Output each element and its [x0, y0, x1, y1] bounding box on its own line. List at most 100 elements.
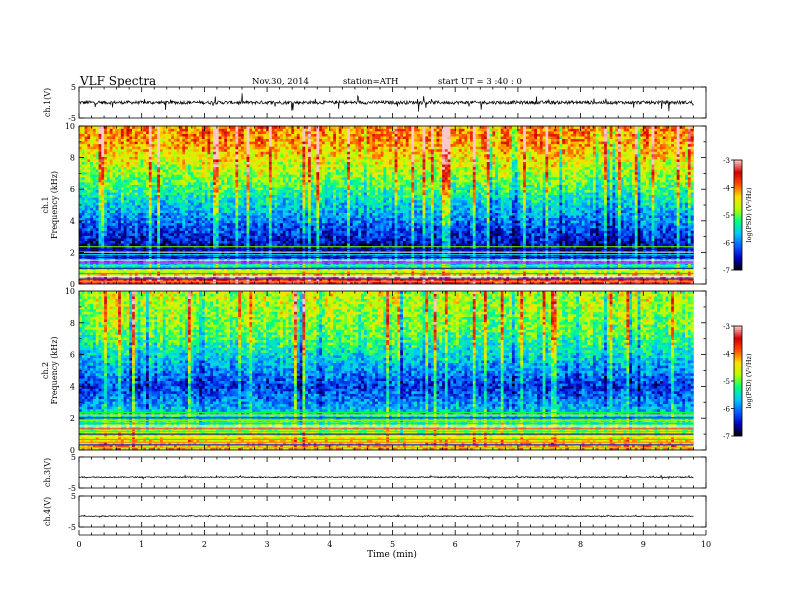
ch1-spectrogram-cell [110, 185, 113, 188]
ch1-spectrogram-cell [163, 243, 166, 246]
ch1-spectrogram-cell [266, 141, 269, 144]
ch1-spectrogram-cell [258, 197, 261, 200]
ch1-spectrogram-cell [87, 197, 90, 200]
ch1-spectrogram-cell [216, 220, 219, 223]
ch1-spectrogram-cell [249, 180, 252, 183]
ch1-spectrogram-cell [196, 218, 199, 221]
ch1-spectrogram-cell [115, 134, 118, 137]
ch1-spectrogram-cell [135, 215, 138, 218]
ch1-spectrogram-cell [291, 177, 294, 180]
ch1-spectrogram-cell [258, 238, 261, 241]
ch1-spectrogram-cell [163, 167, 166, 170]
ch1-spectrogram-cell [241, 215, 244, 218]
ch1-spectrogram-cell [283, 182, 286, 185]
ch1-spectrogram-cell [177, 243, 180, 246]
ch1-spectrogram-cell [118, 218, 121, 221]
ch1-spectrogram-cell [241, 149, 244, 152]
ch1-spectrogram-cell [249, 149, 252, 152]
ch1-spectrogram-cell [87, 174, 90, 177]
ch1-spectrogram-cell [121, 131, 124, 134]
ch1-spectrogram-cell [107, 154, 110, 157]
ch1-spectrogram-cell [291, 126, 294, 129]
ch1-spectrogram-cell [216, 134, 219, 137]
ch1-spectrogram-cell [216, 190, 219, 193]
ch1-spectrogram-cell [163, 238, 166, 241]
ch1-spectrogram-cell [87, 210, 90, 213]
ch1-spectrogram-cell [230, 177, 233, 180]
ch1-spectrogram-cell [138, 146, 141, 149]
ch1-spectrogram-cell [252, 225, 255, 228]
ch1-spectrogram-cell [288, 151, 291, 154]
ch1-spectrogram-cell [235, 197, 238, 200]
ch1-spectrogram-cell [107, 200, 110, 203]
ch1-spectrogram-cell [121, 220, 124, 223]
ch1-spectrogram-cell [85, 157, 88, 160]
ch1-spectrogram-cell [196, 167, 199, 170]
ch1-spectrogram-cell [82, 202, 85, 205]
ch1-spectrogram-cell [180, 167, 183, 170]
ch1-spectrogram-cell [191, 236, 194, 239]
ch1-spectrogram-cell [288, 134, 291, 137]
ch1-spectrogram-cell [210, 187, 213, 190]
ch1-spectrogram-cell [82, 230, 85, 233]
ch1-spectrogram-cell [182, 210, 185, 213]
ch1-spectrogram-cell [199, 192, 202, 195]
ch1-spectrogram-cell [149, 159, 152, 162]
ch1-spectrogram-cell [180, 151, 183, 154]
ch1-spectrogram-cell [266, 149, 269, 152]
ch1-spectrogram-cell [154, 238, 157, 241]
ch1-spectrogram-cell [107, 177, 110, 180]
ch1-spectrogram-cell [85, 195, 88, 198]
ch1-spectrogram-cell [283, 149, 286, 152]
ch1-spectrogram-cell [297, 241, 300, 244]
ch1-spectrogram-cell [238, 162, 241, 165]
ch1-spectrogram-cell [221, 230, 224, 233]
ch1-spectrogram-cell [244, 144, 247, 147]
ch1-spectrogram-cell [135, 202, 138, 205]
ch1-spectrogram-cell [249, 187, 252, 190]
ch1-spectrogram-cell [194, 215, 197, 218]
ch1-spectrogram-cell [241, 218, 244, 221]
ch1-spectrogram-cell [126, 177, 129, 180]
ch1-spectrogram-cell [233, 238, 236, 241]
ch1-spectrogram-cell [205, 220, 208, 223]
ch1-spectrogram-cell [199, 220, 202, 223]
ch1-spectrogram-cell [191, 169, 194, 172]
ch1-spectrogram-cell [219, 185, 222, 188]
ch1-spectrogram-cell [146, 236, 149, 239]
ch1-spectrogram-cell [168, 177, 171, 180]
ch1-spectrogram-cell [101, 129, 104, 132]
ch1-spectrogram-cell [121, 192, 124, 195]
ch1-spectrogram-cell [199, 202, 202, 205]
ch1-spectrogram-cell [104, 195, 107, 198]
ch1-spectrogram-cell [219, 238, 222, 241]
ch1-spectrogram-cell [126, 144, 129, 147]
ch1-spectrogram-cell [99, 210, 102, 213]
ch1-spectrogram-cell [269, 228, 272, 231]
ch1-spectrogram-cell [266, 208, 269, 211]
ch1-spectrogram-cell [121, 169, 124, 172]
ch1-spectrogram-cell [140, 208, 143, 211]
ch1-spectrogram-cell [213, 162, 216, 165]
ch1-spectrogram-cell [191, 162, 194, 165]
ch1-spectrogram-cell [174, 228, 177, 231]
ch1-spectrogram-cell [126, 213, 129, 216]
ch1-spectrogram-cell [101, 139, 104, 142]
ch1-spectrogram-cell [277, 241, 280, 244]
ch1-spectrogram-cell [104, 243, 107, 246]
ch1-spectrogram-cell [99, 192, 102, 195]
ch1-spectrogram-cell [118, 238, 121, 241]
ch1-spectrogram-cell [241, 134, 244, 137]
ch1-spectrogram-cell [104, 213, 107, 216]
ch1-spectrogram-cell [235, 134, 238, 137]
ch1-spectrogram-cell [286, 129, 289, 132]
ch1-spectrogram-cell [280, 136, 283, 139]
ch1-spectrogram-cell [244, 210, 247, 213]
ch1-spectrogram-cell [180, 157, 183, 160]
ch1-spectrogram-cell [194, 139, 197, 142]
ch1-spectrogram-cell [99, 177, 102, 180]
ch1-spectrogram-cell [140, 233, 143, 236]
ch1-spectrogram-cell [99, 205, 102, 208]
ch1-spectrogram-cell [196, 195, 199, 198]
ch1-spectrogram-cell [227, 159, 230, 162]
